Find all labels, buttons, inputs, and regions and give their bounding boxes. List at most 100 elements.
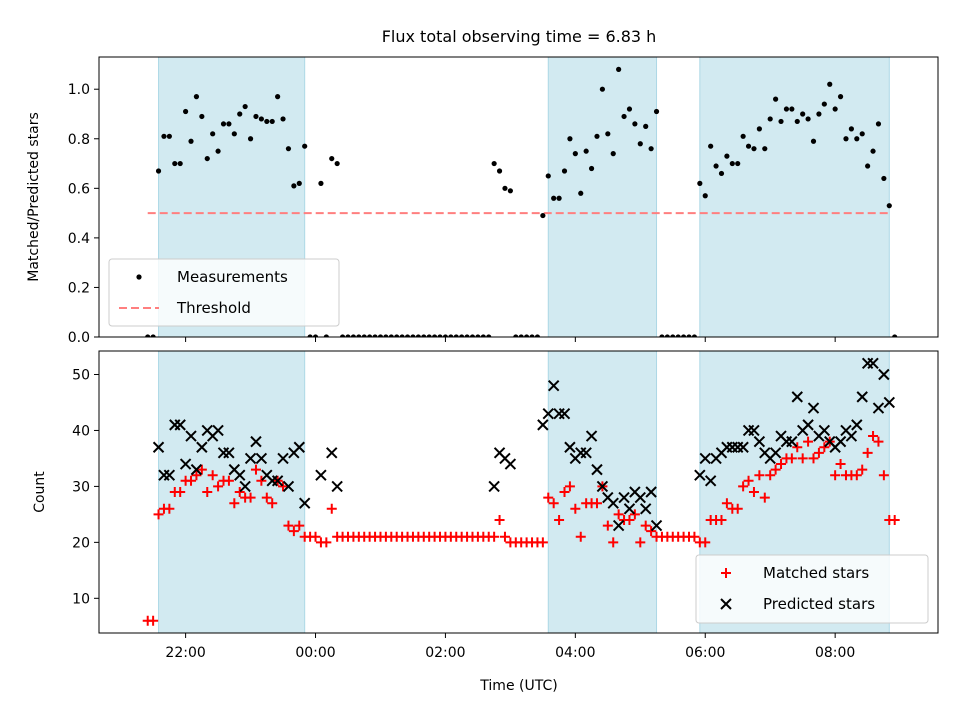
legend-label-predicted: Predicted stars	[763, 595, 875, 613]
measurement-point	[832, 106, 838, 112]
measurement-point	[848, 126, 854, 132]
predicted-stars-point	[212, 424, 224, 437]
measurement-point	[599, 86, 606, 92]
predicted-stars-point	[271, 475, 284, 487]
measurement-point	[345, 334, 351, 337]
legend: Matched stars Predicted stars	[695, 554, 929, 624]
measurement-point	[437, 334, 443, 337]
matched-stars-point	[554, 514, 565, 525]
matched-stars-point	[591, 498, 602, 509]
measurement-point	[237, 111, 243, 117]
measurement-point	[199, 113, 205, 120]
matched-stars-point	[175, 487, 186, 497]
measurement-point	[718, 170, 725, 177]
measurement-point	[334, 160, 340, 167]
matched-stars-point	[792, 442, 803, 453]
matched-stars-point	[548, 498, 559, 509]
matched-stars-point	[288, 526, 299, 537]
x-tick-label: 08:00	[815, 645, 855, 661]
predicted-stars-point	[547, 379, 560, 392]
matched-stars-point	[878, 470, 889, 481]
measurement-point	[691, 334, 698, 337]
measurement-point	[145, 334, 151, 337]
matched-stars-point	[326, 503, 337, 514]
measurement-point	[318, 180, 324, 186]
measurement-point	[426, 334, 432, 337]
measurement-point	[177, 160, 183, 167]
count-panel: 10 20 30 40 50 22:00 00:00 02:00 04:00 06:00 08:00…	[32, 350, 939, 661]
predicted-stars-point	[282, 480, 295, 493]
y-tick-label: 20	[72, 535, 90, 551]
measurement-point	[756, 126, 762, 132]
measurement-point	[837, 94, 844, 100]
matched-stars-point	[250, 464, 261, 475]
predicted-stars-point	[694, 469, 706, 481]
matched-stars-point	[283, 520, 294, 531]
predicted-stars-point	[504, 458, 517, 470]
predicted-stars-point	[255, 452, 268, 465]
figure-title: Flux total observing time = 6.83 h	[382, 27, 657, 46]
y-tick-label: 30	[72, 479, 90, 495]
measurement-point	[285, 146, 292, 152]
predicted-stars-point	[634, 491, 646, 504]
matched-stars-point	[191, 470, 202, 481]
predicted-stars-point	[298, 497, 311, 509]
matched-stars-point	[624, 514, 635, 525]
measurement-point	[253, 113, 259, 120]
measurement-point	[805, 116, 811, 122]
predicted-stars-point	[244, 452, 257, 465]
x-axis-label: Time (UTC)	[479, 678, 557, 694]
y-axis-label: Matched/Predicted stars	[26, 112, 42, 282]
legend-x-marker	[720, 598, 732, 610]
measurement-point	[783, 106, 790, 112]
measurement-point	[524, 334, 530, 337]
matched-stars-point	[835, 459, 846, 470]
measurement-point	[302, 143, 308, 149]
measurement-point	[172, 160, 178, 167]
legend-box	[695, 554, 929, 624]
matched-stars-point	[234, 487, 245, 497]
measurement-point	[394, 334, 400, 337]
matched-stars-point	[759, 492, 770, 503]
measurement-point	[621, 113, 627, 120]
matched-stars-point	[721, 498, 732, 509]
measurement-point	[794, 118, 800, 125]
matched-stars-point	[629, 509, 640, 520]
matched-stars-point	[494, 514, 505, 525]
matched-stars-point	[489, 531, 500, 542]
measurement-point	[183, 108, 189, 115]
measurement-point	[632, 121, 638, 127]
measurement-point	[415, 334, 421, 337]
matched-stars-point	[602, 520, 613, 531]
legend-box	[108, 258, 340, 327]
measurement-point	[150, 334, 156, 337]
matched-stars-point	[776, 459, 787, 470]
x-tick-label: 02:00	[425, 645, 465, 661]
x-tick-label: 22:00	[165, 645, 205, 661]
measurement-point	[210, 131, 216, 137]
matched-stars-point	[564, 481, 575, 492]
predicted-stars-point	[152, 441, 165, 453]
y-tick-label: 0.4	[68, 231, 90, 247]
matched-stars-point	[819, 442, 830, 453]
predicted-stars-point	[179, 458, 192, 470]
matched-stars-point	[570, 503, 581, 514]
measurement-point	[269, 118, 275, 125]
predicted-stars-point	[190, 463, 203, 476]
measurement-point	[307, 334, 313, 337]
y-tick-label: 0.6	[68, 181, 90, 197]
measurement-point	[735, 160, 741, 167]
predicted-stars-point	[851, 419, 863, 431]
matched-stars-point	[294, 520, 305, 531]
matched-stars-point	[559, 487, 570, 497]
matched-stars-point	[635, 537, 646, 548]
measurement-point	[404, 334, 411, 337]
matched-stars-point	[537, 537, 548, 548]
matched-stars-point	[689, 531, 700, 542]
measurement-point	[670, 334, 676, 337]
measurement-point	[762, 146, 768, 152]
measurement-point	[377, 334, 384, 337]
predicted-stars-point	[585, 430, 598, 442]
matched-stars-point	[278, 481, 289, 492]
measurement-point	[188, 138, 194, 144]
